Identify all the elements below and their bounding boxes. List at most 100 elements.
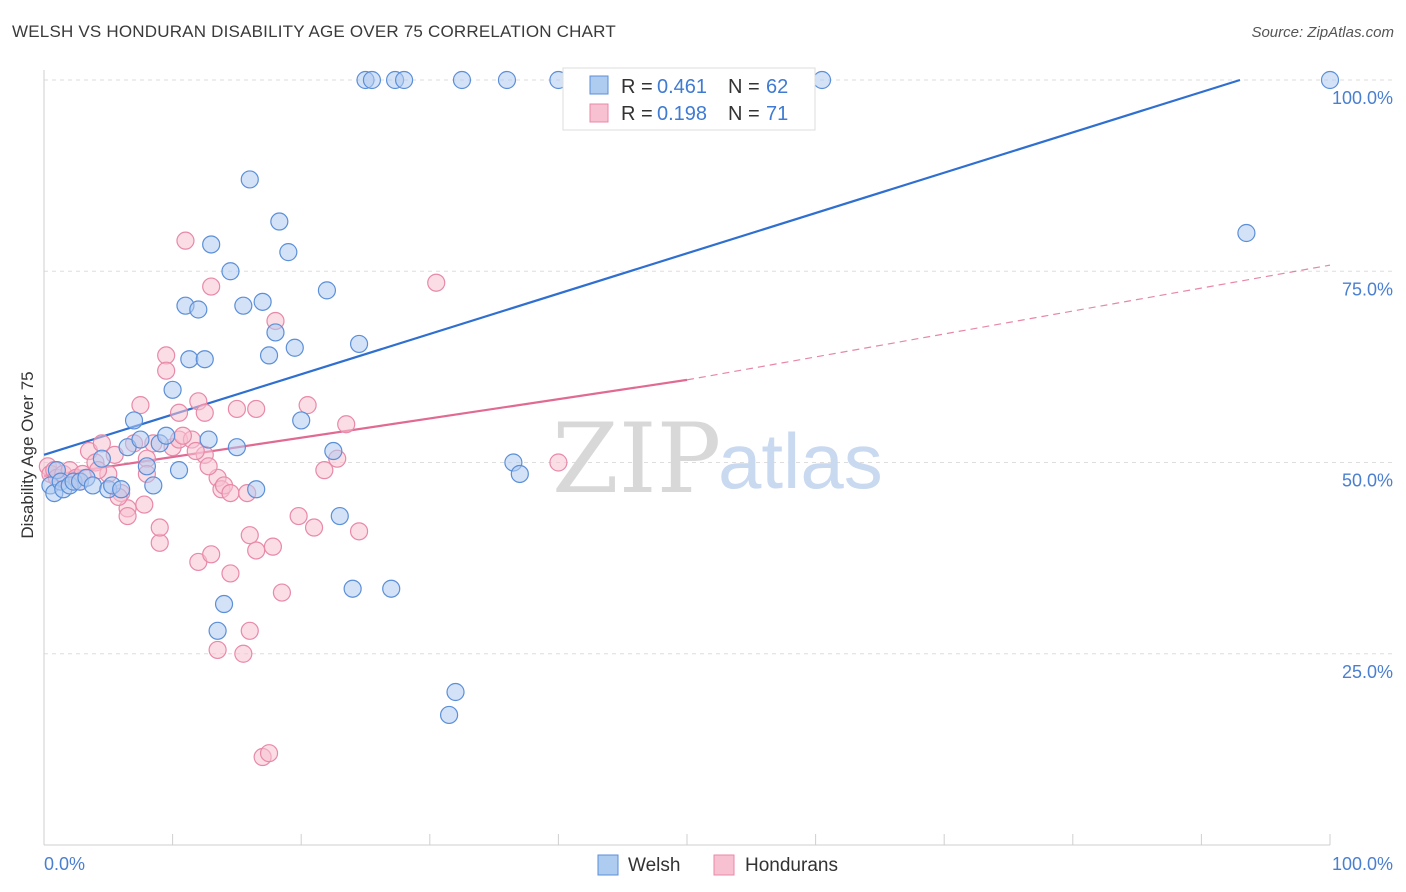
hondurans-point-65	[199, 457, 218, 476]
legend-r-label-welsh: R =	[621, 76, 653, 98]
hondurans-point-36	[208, 640, 227, 660]
watermark-atlas: atlas	[718, 417, 883, 505]
x-ticks	[43, 834, 1331, 845]
legend-swatch-welsh	[589, 75, 609, 95]
hondurans-point-27	[169, 403, 189, 422]
welsh-point-17	[137, 457, 156, 476]
welsh-point-25	[189, 300, 208, 319]
hondurans-point-62	[135, 495, 154, 514]
legend-n-value-welsh: 62	[766, 76, 788, 98]
welsh-point-40	[279, 243, 298, 262]
welsh-point-46	[343, 579, 362, 598]
welsh-point-16	[131, 430, 150, 449]
hondurans-point-45	[240, 621, 259, 640]
welsh-point-37	[259, 346, 279, 365]
welsh-point-56	[497, 70, 517, 90]
trend-line-welsh	[43, 78, 1241, 456]
hondurans-point-22	[150, 518, 169, 537]
welsh-point-61	[1237, 223, 1256, 243]
welsh-point-58	[510, 464, 529, 484]
y-axis-label: Disability Age Over 75	[18, 371, 37, 538]
hondurans-point-68	[289, 506, 308, 526]
welsh-point-20	[157, 426, 176, 445]
welsh-point-52	[394, 70, 414, 90]
bottom-legend-hondurans: Hondurans	[745, 855, 838, 876]
welsh-point-31	[221, 262, 240, 281]
welsh-point-21	[163, 380, 182, 399]
hondurans-point-24	[157, 361, 176, 380]
welsh-point-47	[349, 334, 369, 354]
welsh-point-41	[285, 338, 304, 357]
hondurans-point-64	[186, 441, 205, 461]
hondurans-point-44	[240, 526, 259, 545]
welsh-point-9	[83, 476, 102, 495]
welsh-point-54	[446, 682, 465, 702]
welsh-points	[41, 70, 1340, 725]
bottom-legend-swatch-hondurans	[713, 854, 735, 876]
hondurans-point-49	[259, 744, 279, 763]
welsh-point-24	[180, 350, 199, 369]
y-tick-label-75: 75.0%	[1342, 279, 1393, 299]
hondurans-point-57	[549, 453, 568, 472]
hondurans-point-51	[272, 583, 292, 602]
hondurans-point-35	[202, 545, 221, 564]
welsh-point-44	[324, 441, 343, 461]
legend-n-label-hondurans: N =	[728, 103, 760, 125]
bottom-legend-welsh: Welsh	[628, 855, 680, 876]
watermark-zip: ZIP	[552, 403, 721, 515]
hondurans-point-28	[176, 231, 195, 250]
hondurans-point-34	[202, 277, 221, 296]
y-tick-label-25: 25.0%	[1342, 662, 1393, 682]
hondurans-point-23	[157, 346, 176, 365]
welsh-point-22	[169, 461, 189, 480]
hondurans-point-52	[298, 396, 317, 415]
x-tick-label-min: 0.0%	[44, 854, 85, 874]
welsh-point-62	[1320, 70, 1340, 90]
legend-swatch-hondurans	[589, 103, 609, 123]
welsh-point-53	[439, 705, 459, 725]
hondurans-point-46	[247, 541, 266, 560]
hondurans-point-43	[234, 644, 253, 663]
y-tick-label-50: 50.0%	[1342, 471, 1393, 491]
welsh-point-10	[92, 449, 111, 468]
y-tick-labels: 25.0% 50.0% 75.0% 100.0%	[1332, 88, 1393, 682]
welsh-point-18	[144, 476, 163, 495]
hondurans-point-53	[304, 518, 324, 537]
hondurans-point-47	[247, 399, 266, 419]
welsh-point-33	[234, 296, 253, 315]
hondurans-point-67	[263, 537, 283, 556]
hondurans-point-63	[173, 426, 192, 445]
hondurans-point-17	[131, 396, 150, 415]
welsh-point-45	[330, 506, 349, 526]
welsh-point-13	[112, 480, 131, 499]
hondurans-point-42	[227, 399, 246, 419]
bottom-legend-swatch-welsh	[597, 854, 619, 876]
welsh-point-38	[266, 323, 285, 342]
welsh-point-34	[240, 170, 259, 189]
legend-r-value-welsh: 0.461	[657, 76, 707, 98]
hondurans-point-54	[337, 415, 356, 434]
hondurans-point-56	[427, 273, 446, 292]
welsh-point-43	[317, 281, 337, 300]
legend-r-value-hondurans: 0.198	[657, 103, 707, 125]
hondurans-point-32	[195, 403, 214, 422]
watermark: ZIP atlas	[552, 403, 883, 515]
welsh-point-55	[452, 70, 472, 90]
legend-r-label-hondurans: R =	[621, 103, 653, 125]
welsh-point-30	[208, 621, 227, 640]
correlation-legend: R = 0.461 N = 62 R = 0.198 N = 71	[562, 67, 816, 131]
hondurans-point-21	[150, 533, 169, 552]
welsh-point-49	[362, 70, 382, 90]
series-legend: Welsh Hondurans	[597, 854, 838, 876]
welsh-point-29	[214, 594, 234, 614]
hondurans-point-69	[315, 461, 334, 480]
hondurans-point-41	[221, 484, 240, 503]
hondurans-point-40	[221, 564, 240, 583]
hondurans-point-15	[118, 506, 137, 526]
welsh-point-28	[202, 235, 221, 254]
hondurans-point-55	[349, 522, 369, 541]
welsh-point-39	[270, 212, 289, 231]
welsh-point-36	[253, 292, 272, 311]
welsh-point-15	[124, 411, 144, 430]
